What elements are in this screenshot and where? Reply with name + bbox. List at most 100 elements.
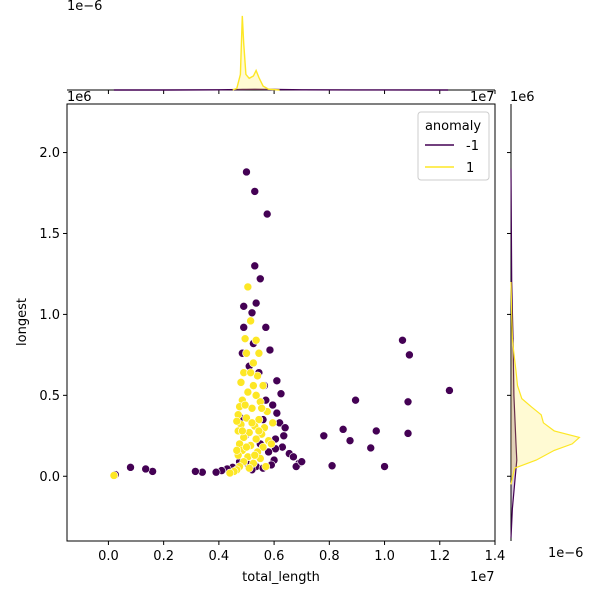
x-tick-label: 1.2 [429,549,450,564]
x-tick-label: 0.4 [209,549,230,564]
x-tick-label: 1.0 [374,549,395,564]
x-scale-label: 1e7 [470,570,495,585]
data-point-anomaly-neg1 [191,467,200,476]
data-point-anomaly-neg1 [371,426,381,436]
data-point-anomaly-neg1 [351,395,360,405]
right-kde-line-neg1 [510,168,518,538]
data-point-anomaly-1 [261,462,271,471]
data-point-anomaly-neg1 [403,397,413,407]
top-marginal-scale-label: 1e−6 [67,0,102,14]
y-scale-label: 1e6 [67,90,92,105]
data-point-anomaly-neg1 [403,429,413,438]
data-point-anomaly-1 [244,463,254,473]
x-tick-label: 1.4 [485,549,506,564]
data-point-anomaly-neg1 [247,308,257,318]
data-point-anomaly-neg1 [251,298,261,308]
data-point-anomaly-1 [243,387,253,397]
data-point-anomaly-neg1 [405,350,414,360]
series-anomaly-neg1 [111,167,454,479]
right-marginal-axes [507,104,581,541]
data-point-anomaly-1 [258,381,268,390]
data-point-anomaly-1 [250,450,260,460]
y-tick-label: 1.5 [39,227,60,242]
x-top-scale-label: 1e7 [470,90,495,105]
data-point-anomaly-neg1 [279,431,289,441]
y-axis-ticks: 0.0 0.5 1.0 1.5 2.0 [39,146,67,485]
data-point-anomaly-neg1 [297,457,307,466]
data-point-anomaly-1 [249,381,258,390]
data-point-anomaly-neg1 [126,463,135,472]
data-point-anomaly-1 [249,358,258,368]
legend-title: anomaly [425,119,481,134]
data-point-anomaly-neg1 [319,431,329,441]
data-point-anomaly-neg1 [366,443,376,453]
top-marginal-axes [67,15,496,94]
data-point-anomaly-neg1 [261,323,271,332]
data-point-anomaly-1 [232,416,242,426]
data-point-anomaly-neg1 [250,187,260,196]
data-point-anomaly-1 [251,434,261,444]
y-tick-label: 1.0 [39,308,60,323]
legend-label-1: 1 [466,161,474,176]
data-point-anomaly-neg1 [265,345,275,355]
data-point-anomaly-1 [253,371,262,381]
right-marginal-top-scale-label: 1e6 [510,90,535,105]
x-axis-ticks: 0.0 0.2 0.4 0.6 0.8 1.0 1.2 1.4 [98,541,505,564]
y-axis-label: longest [15,298,30,346]
data-point-anomaly-neg1 [276,389,286,399]
right-marginal-scale-label: 1e−6 [548,546,583,561]
data-point-anomaly-1 [267,439,276,449]
data-point-anomaly-neg1 [327,461,337,471]
data-point-anomaly-1 [240,334,250,343]
data-point-anomaly-1 [109,471,119,480]
y-tick-label: 2.0 [39,146,60,161]
x-tick-label: 0.6 [264,549,285,564]
legend-box [417,111,490,181]
data-point-anomaly-1 [240,400,250,410]
y-tick-label: 0.5 [39,389,60,404]
data-point-anomaly-neg1 [239,302,249,311]
series-anomaly-1 [109,282,278,480]
data-point-anomaly-neg1 [211,467,221,477]
x-tick-label: 0.0 [98,549,119,564]
data-point-anomaly-1 [268,418,278,428]
data-point-anomaly-neg1 [380,462,389,471]
data-point-anomaly-1 [242,442,251,452]
data-point-anomaly-1 [225,468,235,478]
data-point-anomaly-1 [247,418,257,428]
data-point-anomaly-1 [254,426,264,436]
data-point-anomaly-1 [247,403,257,413]
data-point-anomaly-neg1 [264,447,273,457]
data-point-anomaly-1 [232,446,242,455]
data-point-anomaly-neg1 [141,464,150,474]
data-point-anomaly-1 [246,316,255,326]
data-point-anomaly-neg1 [345,436,355,445]
main-plot-frame [66,103,496,542]
data-point-anomaly-neg1 [398,336,407,345]
data-point-anomaly-neg1 [255,274,265,284]
x-tick-label: 0.8 [319,549,340,564]
data-point-anomaly-1 [238,426,247,436]
data-point-anomaly-1 [243,282,253,292]
x-tick-label: 0.2 [153,549,174,564]
data-point-anomaly-neg1 [280,423,290,433]
right-kde-fill-neg1 [511,168,517,538]
data-point-anomaly-1 [254,415,264,424]
data-point-anomaly-neg1 [338,425,348,434]
data-point-anomaly-neg1 [239,323,249,332]
right-kde-fill-1 [511,282,580,485]
data-point-anomaly-1 [254,348,264,358]
legend-label-neg1: -1 [466,139,479,154]
data-point-anomaly-1 [242,413,251,423]
data-point-anomaly-neg1 [262,209,272,219]
legend: anomaly -1 1 [417,111,490,181]
data-point-anomaly-neg1 [272,376,282,386]
top-kde-fill-1 [232,15,280,90]
data-point-anomaly-neg1 [242,167,251,177]
data-point-anomaly-1 [251,391,261,400]
data-point-anomaly-neg1 [289,452,298,462]
data-point-anomaly-1 [257,403,266,413]
y-tick-label: 0.0 [39,470,60,485]
data-point-anomaly-1 [236,378,246,387]
